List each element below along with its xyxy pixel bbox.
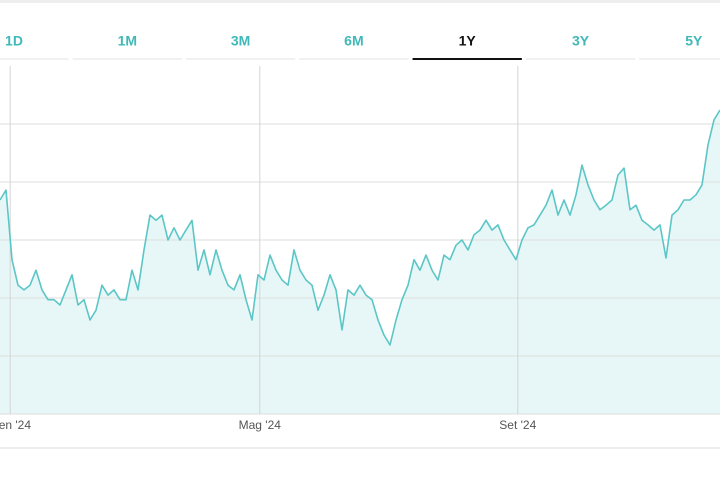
- tab-label[interactable]: 1Y: [459, 33, 477, 49]
- tab-underline: [0, 58, 69, 60]
- tab-label[interactable]: 3Y: [572, 33, 590, 49]
- tab-underline: [639, 58, 720, 60]
- price-line: [0, 109, 720, 346]
- top-strip: [0, 0, 720, 3]
- tab-underline: [185, 58, 296, 60]
- tab-underline: [412, 58, 522, 60]
- x-tick-label: Mag '24: [239, 418, 282, 432]
- tab-underline: [525, 58, 636, 60]
- x-tick-label: Gen '24: [0, 418, 31, 432]
- tab-label[interactable]: 3M: [231, 33, 250, 49]
- area-fill: [0, 110, 720, 414]
- bottom-strip: [0, 447, 720, 449]
- chart: Gen '24 Mag '24 Set '24: [0, 66, 720, 432]
- tab-underline: [72, 58, 182, 60]
- tab-label[interactable]: 5Y: [685, 33, 703, 49]
- range-tabs: 1D 1M 3M 6M 1Y 3Y 5Y: [0, 33, 720, 60]
- tab-underline: [299, 58, 409, 60]
- x-tick-label: Set '24: [499, 418, 536, 432]
- tab-label[interactable]: 6M: [344, 33, 363, 49]
- tab-label[interactable]: 1D: [5, 33, 23, 49]
- tab-label[interactable]: 1M: [118, 33, 137, 49]
